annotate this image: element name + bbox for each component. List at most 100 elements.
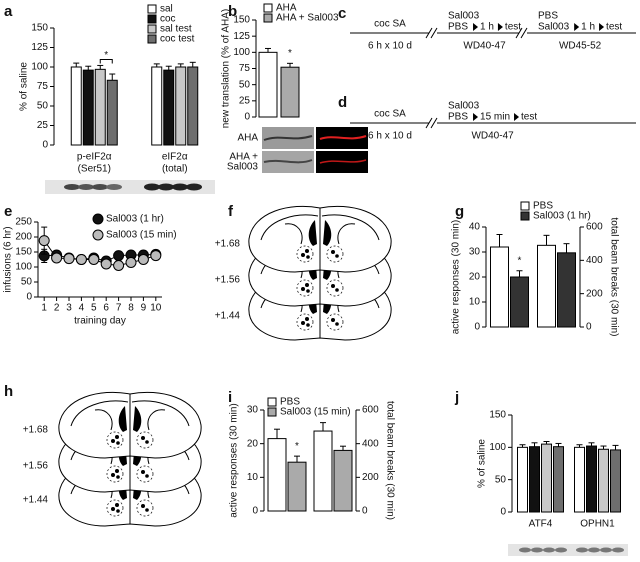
tick-label: 75: [239, 63, 251, 74]
point: [113, 250, 125, 262]
axis-label: total beam breaks (30 min): [384, 401, 395, 520]
timeline-phase: coc SA: [374, 19, 406, 30]
bar: [287, 461, 307, 512]
bar: [517, 446, 528, 513]
significance-mark: *: [518, 255, 522, 266]
section-level: +1.68: [23, 425, 49, 436]
legend-marker: [520, 201, 530, 211]
arrow-head: [574, 23, 580, 31]
tick-label: 10: [247, 472, 259, 483]
tick-label: 0: [42, 140, 48, 151]
arrow-head: [599, 23, 605, 31]
legend-marker: [263, 13, 273, 23]
legend-marker: [267, 407, 277, 417]
legend-marker: [147, 4, 157, 14]
axis-label: training day: [74, 316, 126, 327]
tick-label: 100: [489, 442, 506, 453]
axis-label: new translation (% of AHA): [221, 9, 232, 129]
tick-label: 25: [37, 120, 49, 131]
drug: Sal003: [448, 11, 480, 22]
axis-label: infusions (6 hr): [3, 226, 14, 292]
category-label: ATF4: [529, 519, 553, 530]
legend-marker: [263, 3, 273, 13]
point: [113, 260, 125, 271]
event: test: [606, 22, 622, 33]
tick-label: 9: [141, 303, 147, 314]
series-line: [44, 253, 156, 262]
tick-label: 250: [15, 217, 32, 228]
tick-label: 0: [474, 322, 480, 333]
tick-label: 20: [469, 272, 481, 283]
point: [100, 258, 112, 270]
significance-mark: *: [104, 50, 108, 61]
panel-letter: i: [228, 389, 232, 406]
tick-label: 2: [54, 303, 60, 314]
tick-label: 3: [66, 303, 72, 314]
point: [137, 254, 149, 265]
category-label: (total): [162, 164, 188, 175]
tick-label: 50: [239, 79, 251, 90]
axis-label: active responses (30 min): [229, 403, 240, 518]
legend-label: Sal003 (15 min): [280, 407, 351, 418]
tick-label: 100: [15, 262, 32, 273]
point: [38, 235, 50, 247]
timeline-duration: 6 h x 10 d: [368, 131, 412, 142]
event: test: [521, 112, 537, 123]
arrow-head: [473, 23, 479, 31]
tick-label: 200: [362, 472, 379, 483]
bar: [557, 252, 576, 328]
tick-label: 150: [489, 410, 506, 421]
western-blot: [45, 180, 215, 194]
tick-label: 0: [362, 506, 368, 517]
point: [75, 254, 87, 265]
legend-marker: [147, 34, 157, 44]
legend-label: sal test: [160, 24, 192, 35]
panel-letter: b: [228, 3, 237, 20]
period: WD40-47: [471, 131, 514, 142]
break-mark: [425, 27, 438, 39]
tick-label: 4: [79, 303, 85, 314]
tick-label: 200: [15, 232, 32, 243]
tick-label: 600: [362, 405, 379, 416]
panel-letter: d: [338, 94, 347, 111]
period: WD40-47: [463, 41, 506, 52]
delay: 1 h: [581, 22, 595, 33]
image-label: AHA: [237, 133, 258, 144]
tick-label: 600: [586, 222, 603, 233]
axis-label: % of saline: [19, 62, 30, 111]
tick-label: 5: [91, 303, 97, 314]
bar: [106, 79, 118, 146]
legend-label: AHA: [276, 3, 297, 14]
timeline-duration: 6 h x 10 d: [368, 41, 412, 52]
delay: 1 h: [480, 22, 494, 33]
tick-label: 50: [495, 474, 507, 485]
tick-label: 150: [31, 23, 48, 34]
bar: [333, 449, 353, 512]
legend-marker: [520, 211, 530, 221]
tick-label: 25: [239, 95, 251, 106]
tick-label: 125: [233, 31, 250, 42]
legend-label: PBS: [533, 201, 553, 212]
bar: [313, 430, 333, 512]
micrographs: [262, 127, 368, 173]
break-mark: [425, 117, 438, 129]
bar: [574, 446, 585, 513]
bar: [598, 448, 609, 513]
axis-label: % of saline: [477, 439, 488, 488]
legend-label: sal: [160, 4, 173, 15]
section-level: +1.56: [23, 461, 49, 472]
legend-label: coc: [160, 14, 176, 25]
bar: [553, 446, 564, 513]
legend-label: Sal003 (15 min): [106, 230, 177, 241]
image-label: AHA +: [229, 152, 258, 163]
point: [150, 250, 162, 262]
bar: [280, 66, 300, 118]
bar: [541, 443, 552, 513]
bar: [537, 244, 556, 328]
category-label: eIF2α: [162, 152, 188, 163]
legend-marker: [147, 14, 157, 24]
tick-label: 0: [500, 507, 506, 518]
legend-label: Sal003 (1 hr): [106, 214, 164, 225]
bar: [510, 276, 529, 328]
